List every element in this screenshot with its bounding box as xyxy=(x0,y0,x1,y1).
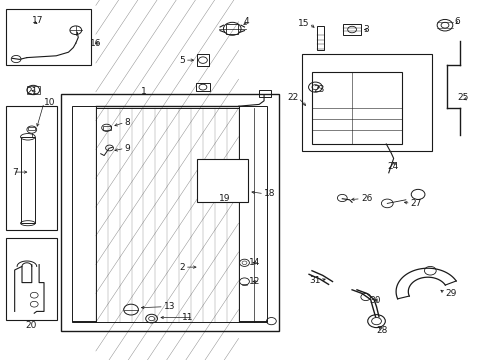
Text: 21: 21 xyxy=(27,87,38,96)
Text: 15: 15 xyxy=(297,19,308,28)
Text: 29: 29 xyxy=(444,289,455,298)
Text: 11: 11 xyxy=(181,313,193,322)
Text: 22: 22 xyxy=(286,94,298,102)
Text: 3: 3 xyxy=(363,25,368,34)
Bar xyxy=(20,137,35,223)
Text: 23: 23 xyxy=(312,85,324,94)
Bar xyxy=(6,238,57,320)
Text: 12: 12 xyxy=(248,277,260,286)
Text: 26: 26 xyxy=(360,194,371,203)
Text: 28: 28 xyxy=(376,326,387,335)
Text: 16: 16 xyxy=(90,39,102,48)
Text: 9: 9 xyxy=(124,144,130,153)
Bar xyxy=(226,24,238,34)
Text: 8: 8 xyxy=(124,118,130,127)
Bar xyxy=(196,54,209,66)
Bar xyxy=(238,106,266,322)
Bar xyxy=(196,159,247,202)
Text: 20: 20 xyxy=(25,321,37,330)
Bar xyxy=(343,24,360,35)
Text: 5: 5 xyxy=(179,55,184,65)
Bar xyxy=(6,106,57,230)
Text: 19: 19 xyxy=(219,194,230,203)
Bar xyxy=(72,106,96,322)
Bar xyxy=(61,94,278,331)
Text: 17: 17 xyxy=(32,16,43,25)
Bar xyxy=(6,9,91,65)
Bar xyxy=(302,54,431,151)
Bar xyxy=(259,90,271,97)
Text: 10: 10 xyxy=(44,98,56,107)
Text: 24: 24 xyxy=(386,162,398,171)
Bar xyxy=(27,86,40,94)
Text: 18: 18 xyxy=(264,189,275,198)
Text: 6: 6 xyxy=(453,17,459,26)
Bar xyxy=(316,26,323,50)
Text: 13: 13 xyxy=(163,302,175,311)
Text: 4: 4 xyxy=(243,17,249,26)
Text: 2: 2 xyxy=(179,263,184,271)
Text: 27: 27 xyxy=(410,199,421,208)
Text: 7: 7 xyxy=(13,167,19,176)
Text: 14: 14 xyxy=(248,258,260,267)
Text: 31: 31 xyxy=(308,276,320,285)
Bar xyxy=(311,72,402,144)
Bar xyxy=(102,126,110,130)
Text: 1: 1 xyxy=(141,87,146,96)
Text: 30: 30 xyxy=(368,296,380,305)
Text: 25: 25 xyxy=(456,94,468,102)
Bar xyxy=(195,83,210,91)
Bar xyxy=(28,127,35,130)
